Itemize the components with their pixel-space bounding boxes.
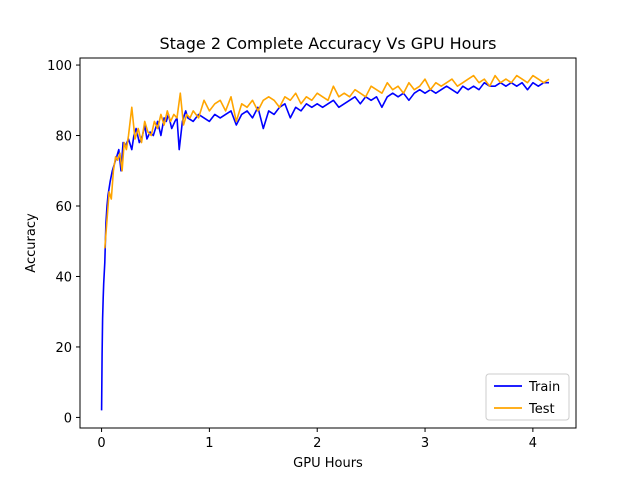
x-tick-label: 2 [313, 436, 321, 451]
chart-title: Stage 2 Complete Accuracy Vs GPU Hours [160, 34, 497, 53]
legend-label-test: Test [528, 402, 555, 417]
plot-frame [79, 57, 577, 429]
x-tick-label: 0 [97, 436, 105, 451]
y-axis: 0 20 40 60 80 100 [47, 59, 80, 426]
x-axis-label: GPU Hours [293, 456, 363, 471]
x-tick-label: 3 [421, 436, 429, 451]
series-line-test [104, 74, 550, 249]
series-line-train [100, 81, 549, 411]
y-tick-label: 0 [64, 411, 72, 426]
y-tick-label: 40 [55, 270, 72, 285]
x-tick-label: 4 [529, 436, 537, 451]
y-tick-label: 80 [55, 130, 72, 145]
y-tick-label: 20 [55, 341, 72, 356]
y-tick-label: 100 [47, 59, 72, 74]
legend: Train Test [485, 373, 570, 421]
y-tick-label: 60 [55, 200, 72, 215]
plot-lines [100, 74, 550, 411]
legend-label-train: Train [528, 380, 560, 395]
y-axis-label: Accuracy [24, 213, 39, 273]
x-axis: 0 1 2 3 4 [97, 428, 537, 451]
x-tick-label: 1 [205, 436, 213, 451]
